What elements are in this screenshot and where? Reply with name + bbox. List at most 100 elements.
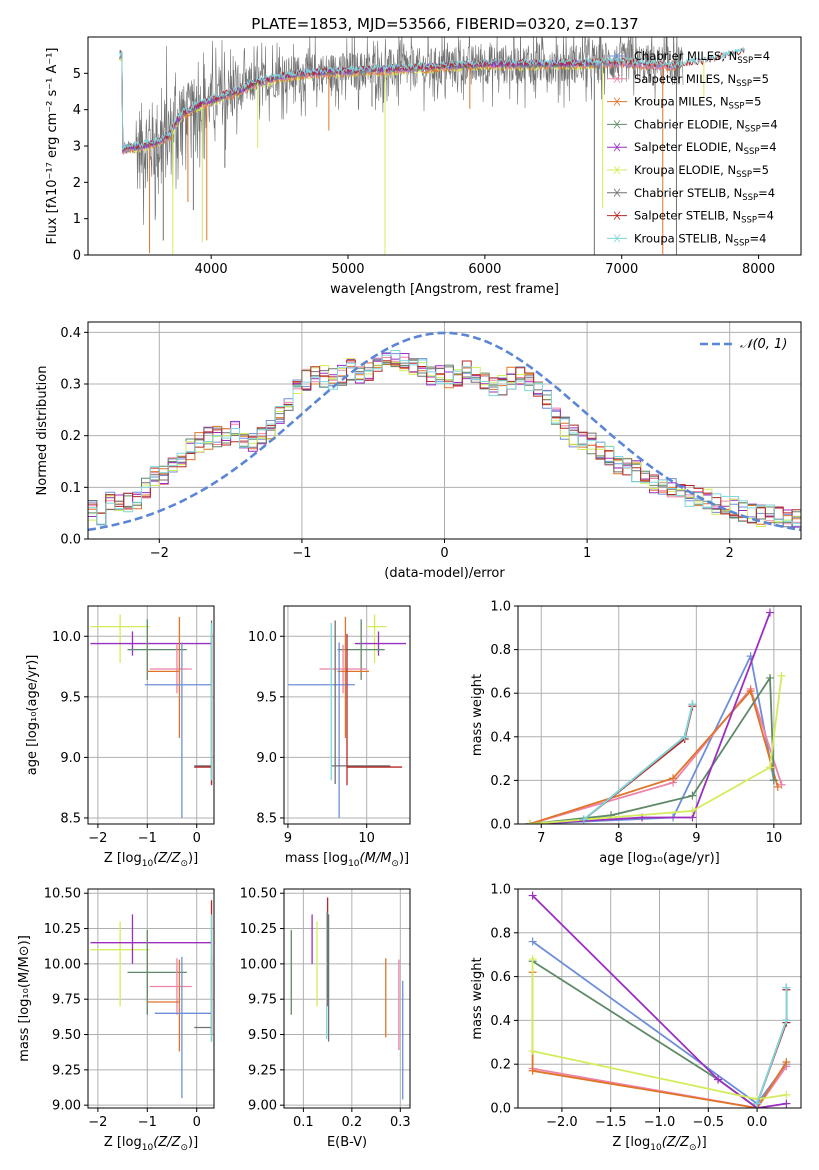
legend-suffix: =4	[749, 231, 766, 245]
age_vs_Z-xlabel-part: ⊙	[180, 859, 188, 869]
massweight_vs_age-marker-kroupa_elodie	[765, 763, 774, 772]
mass_vs_ebv-ytick-label: 9.75	[248, 993, 277, 1008]
residual-histogram-kroupa_stelib	[88, 350, 801, 526]
legend-prefix: Chabrier STELIB, N	[634, 186, 742, 200]
legend-prefix: Chabrier MILES, N	[634, 49, 737, 63]
massweight_vs_Z-plot-area	[528, 891, 791, 1108]
mass_vs_ebv-ytick-label: 9.50	[248, 1028, 277, 1043]
residuals-ylabel: Normed distribution	[35, 366, 50, 496]
mass_vs_Z-ytick-label: 10.50	[44, 887, 81, 902]
spectrum-xtick-label: 7000	[605, 262, 638, 277]
mass_vs_ebv-ytick-label: 10.25	[240, 922, 277, 937]
age_vs_mass-xtick-label: 10	[358, 831, 375, 846]
legend-suffix: =4	[758, 186, 775, 200]
mass_vs_Z-ytick-label: 9.75	[52, 993, 81, 1008]
massweight_vs_Z-xlabel: Z [log10(Z/Z⊙)]	[612, 1135, 706, 1153]
massweight_vs_Z-ytick-label: 0.8	[490, 926, 511, 941]
mass_vs_ebv-panel: 0.1 0.2 0.3 9.00 9.25 9.50 9.75 10.00 10.25 10.50…	[240, 887, 411, 1150]
legend-suffix: =5	[744, 95, 761, 109]
spectrum-xtick-label: 6000	[468, 262, 501, 277]
age_vs_Z-ytick-label: 8.5	[60, 811, 81, 826]
massweight_vs_Z-ytick-label: 0.6	[490, 970, 511, 985]
mass_vs_Z-xtick-label: −2	[88, 1115, 107, 1130]
massweight_vs_Z-xlabel-part: 10	[650, 1143, 662, 1153]
massweight_vs_Z-line-salpeter_miles	[532, 1065, 788, 1108]
gaussian-legend-label: 𝒩(0, 1)	[740, 337, 787, 352]
residual-histogram-salpeter_stelib	[88, 360, 801, 524]
massweight_vs_Z-ytick-label: 1.0	[490, 883, 511, 898]
legend-prefix: Kroupa ELODIE, N	[634, 163, 736, 177]
mass_vs_ebv-plot-area	[290, 897, 404, 1100]
massweight_vs_age-marker-kroupa_elodie	[777, 671, 786, 680]
spectrum-ytick-label: 1	[73, 212, 81, 227]
massweight_vs_age-ytick-label: 0.8	[490, 643, 511, 658]
massweight_vs_age-marker-chabrier_elodie	[688, 791, 697, 800]
mass_vs_ebv-ytick-label: 10.50	[240, 887, 277, 902]
legend-entry-salpeter_stelib: Salpeter STELIB, NSSP=4	[634, 209, 774, 226]
massweight_vs_Z-marker-salpeter_elodie	[782, 1099, 791, 1108]
massweight_vs_age-marker-kroupa_miles	[746, 687, 755, 696]
residual-histogram-chabrier_stelib	[88, 358, 801, 528]
spectrum-frame	[87, 36, 802, 256]
age_vs_mass-ytick-label: 10.0	[248, 630, 277, 645]
age_vs_mass-xlabel: mass [log10(M/M⊙)]	[285, 851, 409, 869]
mass_vs_Z-ytick-label: 9.50	[52, 1028, 81, 1043]
age_vs_mass-xlabel-part: )]	[399, 851, 409, 866]
legend-prefix: Salpeter MILES, N	[634, 72, 736, 86]
age_vs_mass-xlabel-part: 10	[348, 859, 360, 869]
spectrum-ytick-label: 2	[73, 176, 81, 191]
massweight_vs_age-marker-kroupa_miles	[669, 774, 678, 783]
figure-title: PLATE=1853, MJD=53566, FIBERID=0320, z=0…	[251, 15, 638, 33]
legend-sub: SSP	[734, 238, 750, 248]
massweight_vs_Z-panel: −2.0 −1.5 −1.0 −0.5 0.0 0.0 0.2 0.4 0.6 0.8 1.0 Z […	[470, 883, 802, 1153]
massweight_vs_age-marker-kroupa_elodie	[688, 806, 697, 815]
spectrum-data-line	[122, 37, 684, 225]
mass_vs_ebv-grid	[284, 889, 410, 1108]
residuals-ytick-label: 0.4	[60, 326, 81, 341]
mass_vs_Z-xlabel-part: ⊙	[180, 1143, 188, 1153]
massweight_vs_Z-xlabel-part: (Z/Z	[662, 1135, 690, 1150]
massweight_vs_Z-line-salpeter_elodie	[531, 894, 787, 1108]
legend-entry-chabrier_miles: Chabrier MILES, NSSP=4	[634, 49, 770, 66]
spectrum-ylabel: Flux [fλ10⁻¹⁷ erg cm⁻² s⁻¹ A⁻¹]	[45, 48, 60, 245]
legend-entry-chabrier_elodie: Chabrier ELODIE, NSSP=4	[634, 117, 778, 134]
mass_vs_Z-ytick-label: 9.00	[52, 1099, 81, 1114]
mass_vs_Z-ytick-label: 10.00	[44, 957, 81, 972]
massweight_vs_Z-marker-kroupa_elodie	[528, 955, 537, 964]
age_vs_mass-ytick-label: 9.5	[256, 690, 277, 705]
residuals-xtick-label: 2	[726, 546, 734, 561]
age_vs_Z-xtick-label: −2	[88, 831, 107, 846]
age_vs_Z-xlabel-part: 10	[142, 859, 154, 869]
mass_vs_Z-panel: −2 −1 0 9.00 9.25 9.50 9.75 10.00 10.25 10.50 Z [l…	[17, 887, 215, 1153]
age_vs_mass-plot-area	[287, 614, 407, 818]
massweight_vs_Z-ytick-label: 0.2	[490, 1058, 511, 1073]
mass_vs_Z-xlabel: Z [log10(Z/Z⊙)]	[104, 1135, 198, 1153]
mass_vs_Z-ytick-label: 9.25	[52, 1063, 81, 1078]
massweight_vs_Z-xlabel-part: Z [log	[612, 1135, 650, 1150]
spectrum-xtick-label: 8000	[742, 262, 775, 277]
spectrum-ytick-label: 4	[73, 103, 81, 118]
spectrum-xtick-label: 4000	[195, 262, 228, 277]
mass_vs_Z-xlabel-part: (Z/Z	[153, 1135, 181, 1150]
residuals-panel: −2 −1 0 1 2 0.0 0.1 0.2 0.3 0.4 (data-model)/error…	[35, 321, 802, 581]
age_vs_Z-ytick-label: 10.0	[52, 630, 81, 645]
massweight_vs_age-ytick-label: 0.4	[490, 730, 511, 745]
spectrum-model-kroupa_stelib	[119, 47, 745, 150]
legend-marker-salpeter_stelib	[613, 211, 621, 220]
legend-entry-salpeter_elodie: Salpeter ELODIE, NSSP=4	[634, 140, 777, 157]
mass_vs_Z-xlabel-part: )]	[188, 1135, 198, 1150]
massweight_vs_Z-ytick-label: 0.0	[490, 1102, 511, 1117]
legend-prefix: Salpeter ELODIE, N	[634, 140, 744, 154]
massweight_vs_age-xtick-label: 8	[615, 831, 623, 846]
massweight_vs_age-marker-chabrier_elodie	[769, 776, 778, 785]
massweight_vs_age-line-salpeter_elodie	[529, 612, 771, 824]
legend-marker-chabrier_miles	[613, 51, 621, 61]
age_vs_Z-ytick-label: 9.5	[60, 690, 81, 705]
massweight_vs_Z-marker-kroupa_stelib	[753, 1099, 762, 1108]
massweight_vs_age-marker-salpeter_elodie	[765, 608, 774, 617]
legend-suffix: =4	[760, 140, 777, 154]
age_vs_mass-ytick-label: 9.0	[256, 751, 277, 766]
